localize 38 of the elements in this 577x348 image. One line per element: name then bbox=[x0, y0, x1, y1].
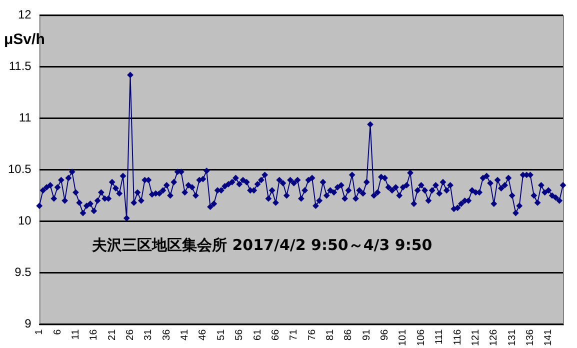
x-tick-label: 111 bbox=[434, 328, 446, 345]
x-tick-label: 116 bbox=[452, 328, 464, 346]
x-tick-label: 141 bbox=[543, 328, 554, 346]
x-tick-label: 71 bbox=[288, 328, 300, 340]
x-tick-label: 96 bbox=[380, 328, 391, 340]
x-tick-label: 131 bbox=[506, 328, 518, 346]
x-tick-label: 16 bbox=[88, 328, 100, 340]
y-tick-label: 11 bbox=[18, 110, 32, 125]
x-tick-label: 91 bbox=[361, 328, 372, 340]
x-tick-label: 1 bbox=[34, 328, 46, 335]
x-tick-label: 81 bbox=[325, 328, 336, 340]
y-tick-label: 9.5 bbox=[14, 265, 32, 280]
x-tick-label: 46 bbox=[198, 328, 209, 340]
y-tick-label: 10 bbox=[18, 214, 32, 228]
x-tick-label: 41 bbox=[180, 328, 191, 340]
y-tick-label: 12 bbox=[18, 8, 32, 22]
x-tick-label: 66 bbox=[270, 328, 282, 340]
x-tick-label: 11 bbox=[70, 328, 82, 340]
x-tick-label: 21 bbox=[106, 328, 118, 340]
y-tick-label: 9 bbox=[24, 316, 32, 331]
y-tick-label: 10.5 bbox=[8, 162, 32, 176]
x-tick-label: 6 bbox=[52, 328, 64, 335]
x-tick-label: 106 bbox=[416, 328, 427, 346]
x-tick-label: 136 bbox=[525, 328, 536, 346]
x-tick-label: 76 bbox=[306, 328, 318, 340]
x-tick-label: 86 bbox=[343, 328, 354, 340]
x-tick-label: 26 bbox=[125, 328, 136, 340]
y-axis-title: μSv/h bbox=[4, 31, 45, 48]
x-tick-label: 126 bbox=[488, 328, 500, 346]
x-tick-label: 36 bbox=[161, 328, 172, 340]
x-tick-label: 31 bbox=[143, 328, 154, 340]
x-tick-label: 51 bbox=[216, 328, 227, 340]
x-tick-label: 56 bbox=[234, 328, 246, 340]
x-tick-label: 61 bbox=[252, 328, 264, 340]
annotation: 夫沢三区地区集会所 2017/4/2 9:50～4/3 9:50 bbox=[91, 236, 432, 254]
x-tick-label: 101 bbox=[398, 328, 409, 346]
x-tick-label: 121 bbox=[470, 328, 482, 346]
y-tick-label: 11.5 bbox=[8, 59, 32, 74]
